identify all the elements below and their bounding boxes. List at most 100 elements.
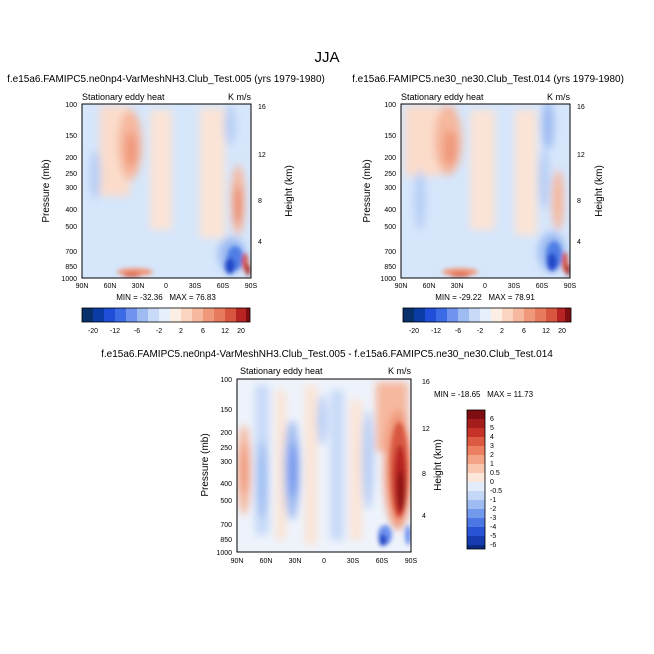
panel-3-units: K m/s <box>388 366 412 376</box>
p3-cb-swatch <box>467 518 485 527</box>
p3-xtick-90S: 90S <box>405 558 418 565</box>
p1-y2tick-8: 8 <box>258 198 262 205</box>
p1-y2tick-16: 16 <box>258 104 266 111</box>
panel-1-y2label: Height (km) <box>284 165 295 217</box>
p1-cb-swatch <box>93 308 104 322</box>
p3-cb-swatch <box>467 437 485 446</box>
p1-cb-swatch <box>148 308 159 322</box>
panel-3-frame <box>236 378 412 553</box>
p3-cb-swatch <box>467 500 485 509</box>
p2-cb-label: -12 <box>431 328 441 335</box>
panel-1: f.e15a6.FAMIPC5.ne0np4-VarMeshNH3.Club_T… <box>7 74 325 335</box>
p1-cb-label: -6 <box>134 328 140 335</box>
p3-cb-label: -5 <box>490 533 496 540</box>
p1-cb-label: 12 <box>221 328 229 335</box>
p3-cb-label: 2 <box>490 452 494 459</box>
p2-ytick-150: 150 <box>384 133 396 140</box>
p3-cb-swatch <box>467 527 485 536</box>
panel-3-ylabel: Pressure (mb) <box>200 433 211 496</box>
p2-y2tick-12: 12 <box>577 152 585 159</box>
p1-cb-swatch <box>104 308 115 322</box>
panel-1-x-axis: 90N 60N 30N 0 30S 60S 90S <box>76 283 258 290</box>
p1-cb-label: -2 <box>156 328 162 335</box>
p1-cb-swatch <box>203 308 214 322</box>
panel-2-title: f.e15a6.FAMIPC5.ne30_ne30.Club_Test.014 … <box>352 74 624 85</box>
p2-cb-label: 6 <box>522 328 526 335</box>
p1-cb-label: 2 <box>179 328 183 335</box>
p1-cb-swatch <box>214 308 225 322</box>
p2-y2tick-4: 4 <box>577 239 581 246</box>
p2-cb-swatch <box>535 308 546 322</box>
p1-cb-swatch <box>236 308 246 322</box>
p2-cb-swatch <box>502 308 513 322</box>
p1-cb-swatch <box>115 308 126 322</box>
p3-cb-label: 1 <box>490 461 494 468</box>
p3-cb-label: -3 <box>490 515 496 522</box>
p2-cb-swatch <box>524 308 535 322</box>
p3-cb-swatch <box>467 464 485 473</box>
p2-ytick-400: 400 <box>384 207 396 214</box>
p1-cb-label: -20 <box>88 328 98 335</box>
p3-cb-swatch <box>467 410 485 419</box>
p3-cb-swatch <box>467 455 485 464</box>
p2-xtick-30S: 30S <box>508 283 521 290</box>
panel-3-y-axis: 100 150 200 250 300 400 500 700 850 1000 <box>216 377 232 557</box>
panel-2-stats: MIN = -29.22 MAX = 78.91 <box>435 293 535 302</box>
p3-ytick-100: 100 <box>220 377 232 384</box>
p2-cb-label: 20 <box>558 328 566 335</box>
panel-1-colorbar: -20 -12 -6 -2 2 6 12 20 <box>81 307 251 335</box>
p2-cb-label: -6 <box>455 328 461 335</box>
panel-2-units: K m/s <box>547 92 571 102</box>
p3-y2tick-4: 4 <box>422 513 426 520</box>
panel-2-x-axis: 90N 60N 30N 0 30S 60S 90S <box>395 283 577 290</box>
p1-cb-swatch <box>181 308 192 322</box>
p2-cb-swatch <box>458 308 469 322</box>
p1-cb-label: 6 <box>201 328 205 335</box>
p1-ytick-200: 200 <box>65 155 77 162</box>
panel-2-y-axis: 100 150 200 250 300 400 500 700 850 1000 <box>380 102 396 283</box>
p1-ytick-150: 150 <box>65 133 77 140</box>
p3-ytick-150: 150 <box>220 407 232 414</box>
panel-1-field <box>82 104 251 278</box>
figure-title: JJA <box>314 49 339 66</box>
p3-xtick-30N: 30N <box>289 558 302 565</box>
p3-cb-label: 3 <box>490 443 494 450</box>
p3-cb-label: 5 <box>490 425 494 432</box>
p3-ytick-700: 700 <box>220 522 232 529</box>
p3-xtick-60S: 60S <box>376 558 389 565</box>
p1-cb-swatch <box>82 308 93 322</box>
panel-2-frame <box>400 103 571 279</box>
p1-ytick-1000: 1000 <box>61 276 77 283</box>
panel-3-x-axis: 90N 60N 30N 0 30S 60S 90S <box>231 558 418 565</box>
p1-cb-swatch <box>126 308 137 322</box>
p1-ytick-500: 500 <box>65 224 77 231</box>
p1-cb-swatch <box>137 308 148 322</box>
panel-3-title: f.e15a6.FAMIPC5.ne0np4-VarMeshNH3.Club_T… <box>101 349 553 360</box>
p3-cb-label: 0.5 <box>490 470 500 477</box>
p3-cb-swatch <box>467 536 485 545</box>
p1-cb-swatch <box>192 308 203 322</box>
p1-ytick-700: 700 <box>65 249 77 256</box>
p2-y2tick-16: 16 <box>577 104 585 111</box>
p2-ytick-100: 100 <box>384 102 396 109</box>
p2-cb-label: -20 <box>409 328 419 335</box>
p2-cb-label: -2 <box>477 328 483 335</box>
p3-cb-swatch <box>467 419 485 428</box>
p3-y2tick-16: 16 <box>422 379 430 386</box>
panel-1-y2-axis: 16 12 8 4 <box>258 104 266 246</box>
panel-1-stats: MIN = -32.36 MAX = 76.83 <box>116 293 216 302</box>
p2-ytick-1000: 1000 <box>380 276 396 283</box>
p2-cb-swatch <box>480 308 491 322</box>
p2-cb-label: 2 <box>500 328 504 335</box>
p3-cb-label: -1 <box>490 497 496 504</box>
panel-3-y2-axis: 16 12 8 4 <box>422 379 430 520</box>
panel-3-field <box>237 379 411 552</box>
p2-xtick-60N: 60N <box>423 283 436 290</box>
p2-cb-swatch <box>436 308 447 322</box>
p3-ytick-1000: 1000 <box>216 550 232 557</box>
panel-3-stats: MIN = -18.65 MAX = 11.73 <box>434 390 534 399</box>
p1-cb-swatch <box>159 308 170 322</box>
p3-cb-swatch <box>467 509 485 518</box>
p1-xtick-60S: 60S <box>217 283 230 290</box>
